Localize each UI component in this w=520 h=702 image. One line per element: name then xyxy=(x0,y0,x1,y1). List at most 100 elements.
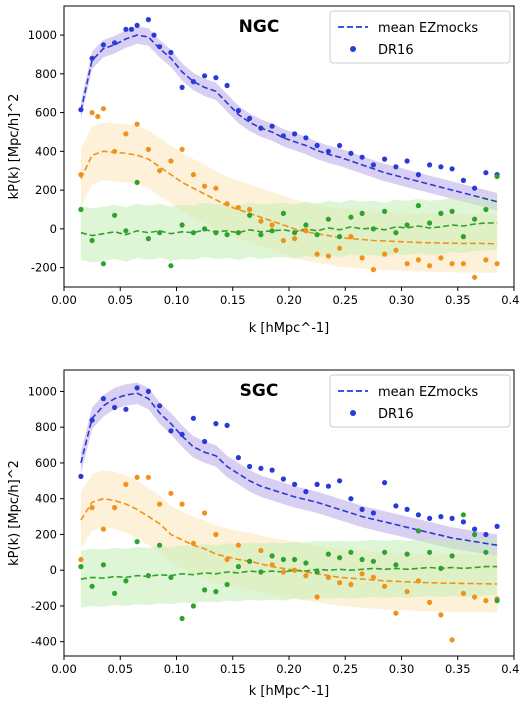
monopole-mock-band xyxy=(80,26,498,211)
quadrupole-dr16-point xyxy=(247,206,253,213)
monopole-dr16-point xyxy=(314,481,320,487)
monopole-dr16-point xyxy=(382,156,388,162)
quadrupole-dr16-point xyxy=(168,158,174,164)
y-tick-label: -200 xyxy=(31,261,57,275)
hexadecapole-dr16-point xyxy=(483,549,489,555)
monopole-dr16-point xyxy=(393,503,399,509)
monopole-dr16-point xyxy=(128,26,135,32)
hexadecapole-dr16-point xyxy=(179,222,185,228)
x-tick-label: 0.25 xyxy=(332,293,358,307)
x-tick-label: 0.05 xyxy=(107,662,133,676)
hexadecapole-dr16-point xyxy=(472,531,478,538)
hexadecapole-dr16-point xyxy=(314,232,320,238)
hexadecapole-dr16-point xyxy=(224,581,230,588)
monopole-dr16-point xyxy=(292,481,298,487)
hexadecapole-dr16-point xyxy=(89,237,95,244)
monopole-dr16-point xyxy=(78,473,84,479)
quadrupole-dr16-point xyxy=(370,267,376,273)
hexadecapole-dr16-point xyxy=(157,230,163,236)
x-tick-label: 0.10 xyxy=(164,662,190,676)
quadrupole-dr16-point xyxy=(303,228,309,234)
legend-box xyxy=(329,374,511,428)
x-tick-label: 0.00 xyxy=(51,662,77,676)
monopole-dr16-point xyxy=(438,164,444,170)
hexadecapole-dr16-point xyxy=(494,173,500,180)
hexadecapole-dr16-point xyxy=(134,179,140,185)
monopole-dr16-point xyxy=(280,133,286,139)
monopole-dr16-point xyxy=(370,510,376,516)
quadrupole-dr16-point xyxy=(202,510,208,516)
monopole-dr16-point xyxy=(145,388,151,394)
quadrupole-dr16-point xyxy=(314,251,320,257)
monopole-dr16-point xyxy=(494,523,500,530)
monopole-dr16-point xyxy=(483,531,489,538)
hexadecapole-dr16-point xyxy=(78,206,84,213)
quadrupole-dr16-point xyxy=(325,253,331,259)
quadrupole-dr16-point xyxy=(382,583,388,589)
monopole-dr16-point xyxy=(472,526,478,532)
hexadecapole-dr16-point xyxy=(337,234,343,240)
legend-label: DR16 xyxy=(378,43,414,58)
quadrupole-dr16-point xyxy=(404,261,410,267)
quadrupole-dr16-point xyxy=(393,247,399,253)
monopole-dr16-point xyxy=(78,107,84,113)
monopole-dr16-point xyxy=(247,115,253,121)
legend-label: mean EZmocks xyxy=(378,21,478,36)
hexadecapole-dr16-point xyxy=(179,615,185,622)
monopole-dr16-point xyxy=(337,478,343,484)
hexadecapole-dr16-point xyxy=(134,539,140,545)
quadrupole-dr16-point xyxy=(348,581,354,588)
quadrupole-dr16-point xyxy=(235,204,241,211)
monopole-dr16-point xyxy=(258,125,264,131)
hexadecapole-dr16-point xyxy=(483,206,489,213)
x-axis-label: k [hMpc^-1] xyxy=(249,684,330,699)
x-tick-label: 0.00 xyxy=(51,293,77,307)
quadrupole-dr16-point xyxy=(157,501,163,507)
monopole-dr16-point xyxy=(348,150,354,156)
y-tick-label: 0 xyxy=(50,222,57,236)
hexadecapole-dr16-point xyxy=(404,551,410,557)
hexadecapole-dr16-point xyxy=(325,551,331,557)
panel-sgc: 0.00 0.05 0.10 0.15 0.20 0.25 0.30 0.35 0.40 -400… xyxy=(7,369,520,699)
monopole-dr16-point xyxy=(483,170,489,176)
quadrupole-dr16-point xyxy=(382,251,388,257)
hexadecapole-dr16-point xyxy=(112,212,118,218)
quadrupole-mock-mean-line xyxy=(80,497,498,585)
quadrupole-dr16-point xyxy=(280,569,286,575)
hexadecapole-dr16-point xyxy=(370,558,376,564)
y-tick-label: 600 xyxy=(35,456,57,470)
monopole-dr16-point xyxy=(202,438,208,445)
hexadecapole-dr16-point xyxy=(404,222,410,228)
monopole-dr16-point xyxy=(213,75,219,81)
quadrupole-dr16-point xyxy=(325,574,331,581)
x-tick-label: 0.40 xyxy=(501,293,520,307)
legend-marker-swatch xyxy=(350,46,356,52)
monopole-dr16-point xyxy=(382,480,388,486)
hexadecapole-dr16-point xyxy=(427,220,433,226)
monopole-dr16-point xyxy=(213,421,219,427)
hexadecapole-dr16-point xyxy=(78,564,84,570)
hexadecapole-mock-mean-line xyxy=(80,565,498,580)
hexadecapole-dr16-point xyxy=(348,214,354,220)
monopole-dr16-point xyxy=(224,422,230,428)
monopole-dr16-point xyxy=(449,166,455,172)
monopole-dr16-point xyxy=(314,142,320,149)
monopole-dr16-point xyxy=(337,142,343,149)
hexadecapole-dr16-point xyxy=(303,222,309,228)
quadrupole-dr16-point xyxy=(235,542,241,548)
hexadecapole-dr16-point xyxy=(393,562,399,568)
monopole-dr16-point xyxy=(168,428,174,434)
hexadecapole-dr16-point xyxy=(190,603,196,609)
x-tick-label: 0.40 xyxy=(501,662,520,676)
hexadecapole-mock-band xyxy=(80,538,498,608)
hexadecapole-dr16-point xyxy=(337,555,343,561)
monopole-dr16-point xyxy=(100,396,106,402)
quadrupole-dr16-point xyxy=(202,183,208,189)
monopole-dr16-point xyxy=(100,42,106,48)
y-tick-label: 0 xyxy=(50,563,57,577)
quadrupole-dr16-point xyxy=(314,594,320,600)
quadrupole-dr16-point xyxy=(427,263,433,269)
quadrupole-dr16-point xyxy=(415,578,421,584)
quadrupole-dr16-point xyxy=(134,474,140,480)
monopole-dr16-point xyxy=(112,404,118,411)
